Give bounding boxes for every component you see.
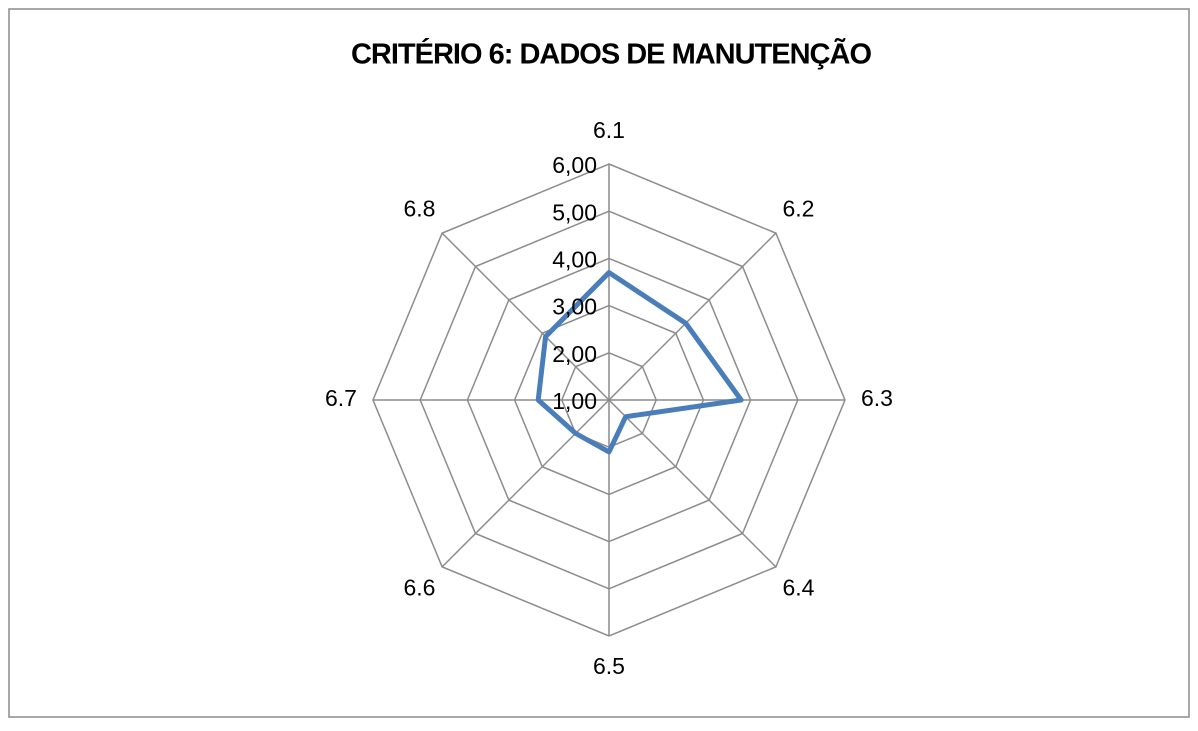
- spoke: [608, 232, 777, 401]
- category-label: 6.2: [783, 196, 815, 222]
- category-label: 6.5: [593, 653, 625, 679]
- chart-title: CRITÉRIO 6: DADOS DE MANUTENÇÃO: [351, 37, 871, 71]
- spoke: [441, 399, 610, 568]
- chart-border: [8, 8, 1190, 718]
- y-tick-label: 5,00: [552, 199, 597, 225]
- y-tick-label: 3,00: [552, 294, 597, 320]
- series-line: [535, 270, 744, 455]
- category-label: 6.6: [404, 575, 436, 601]
- y-tick-label: 6,00: [552, 152, 597, 178]
- y-tick-label: 2,00: [552, 341, 597, 367]
- y-tick-label: 1,00: [552, 388, 597, 414]
- spoke: [441, 232, 610, 401]
- spoke: [608, 399, 777, 568]
- category-label: 6.3: [861, 385, 893, 411]
- category-label: 6.1: [593, 117, 625, 143]
- category-label: 6.7: [325, 385, 357, 411]
- category-label: 6.8: [404, 196, 436, 222]
- category-label: 6.4: [783, 575, 815, 601]
- y-tick-label: 4,00: [552, 246, 597, 272]
